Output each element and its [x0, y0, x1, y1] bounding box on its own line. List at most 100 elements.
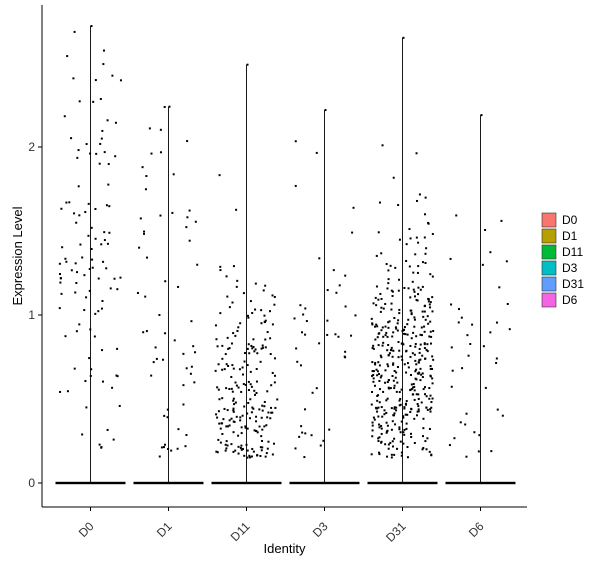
data-point-d1 [159, 214, 162, 217]
data-point-d31 [397, 278, 400, 281]
data-point-d11 [239, 446, 242, 449]
data-point-d1 [182, 403, 185, 406]
data-point-d6 [489, 331, 492, 334]
data-point-d0 [99, 97, 102, 100]
data-point-d11 [232, 410, 235, 413]
x-tick-label-d11: D11 [228, 519, 253, 544]
data-point-d0 [59, 281, 62, 284]
data-point-d31 [429, 342, 432, 345]
data-point-d31 [402, 431, 405, 434]
data-point-d31 [387, 354, 390, 357]
data-point-d0 [112, 438, 115, 441]
data-point-d0 [115, 374, 118, 377]
data-point-d31 [419, 358, 422, 361]
data-point-d31 [393, 406, 396, 409]
data-point-d31 [385, 431, 388, 434]
data-point-d11 [247, 343, 250, 346]
data-point-d11 [224, 353, 227, 356]
data-point-d0 [90, 226, 93, 229]
data-point-d0 [58, 307, 61, 310]
data-point-d3 [318, 257, 321, 260]
data-point-d11 [226, 444, 229, 447]
data-point-d0 [84, 211, 87, 214]
data-point-d0 [66, 55, 69, 58]
data-point-d11 [252, 345, 255, 348]
data-point-d31 [412, 386, 415, 389]
data-point-d31 [423, 325, 426, 328]
data-point-d31 [423, 310, 426, 313]
data-point-d11 [266, 331, 269, 334]
data-point-d31 [424, 357, 427, 360]
data-point-d1 [144, 188, 147, 191]
data-point-d3 [304, 333, 307, 336]
data-point-d31 [399, 440, 402, 443]
data-point-d31 [422, 427, 425, 430]
data-point-d31 [418, 193, 421, 196]
data-point-d11 [260, 416, 263, 419]
data-point-d31 [431, 382, 434, 385]
data-point-d31 [399, 403, 402, 406]
data-point-d0 [73, 30, 76, 33]
data-point-max-d11 [246, 63, 249, 66]
data-point-d6 [457, 308, 460, 311]
data-point-d31 [400, 451, 403, 454]
data-point-d31 [423, 236, 426, 239]
data-point-d11 [243, 360, 246, 363]
data-point-d1 [145, 330, 148, 333]
data-point-d0 [116, 288, 119, 291]
data-point-d3 [300, 425, 303, 428]
data-point-d31 [397, 319, 400, 322]
legend-label-d11: D11 [562, 245, 583, 259]
data-point-d11 [258, 425, 261, 428]
data-point-d31 [371, 374, 374, 377]
data-point-d11 [271, 294, 274, 297]
data-point-d31 [371, 429, 374, 432]
data-point-d11 [232, 431, 235, 434]
data-point-d11 [252, 407, 255, 410]
data-point-d1 [177, 285, 180, 288]
data-point-d31 [374, 296, 377, 299]
data-point-d31 [425, 448, 428, 451]
data-point-d11 [215, 413, 218, 416]
data-point-d0 [58, 262, 61, 265]
data-point-d11 [255, 391, 258, 394]
data-point-d11 [262, 289, 265, 292]
data-point-d31 [409, 296, 412, 299]
data-point-d0 [106, 242, 109, 245]
data-point-d11 [218, 174, 221, 177]
data-point-d31 [421, 261, 424, 264]
data-point-d11 [265, 424, 268, 427]
data-point-d31 [421, 372, 424, 375]
data-point-d11 [232, 399, 235, 402]
data-point-d11 [234, 401, 237, 404]
data-point-d11 [217, 363, 220, 366]
x-tick-label-d1: D1 [154, 519, 175, 540]
data-point-d31 [386, 335, 389, 338]
data-point-d11 [251, 312, 254, 315]
data-point-d31 [410, 388, 413, 391]
data-point-d31 [429, 365, 432, 368]
data-point-d0 [78, 323, 81, 326]
data-point-d11 [226, 425, 229, 428]
data-point-d31 [400, 388, 403, 391]
data-point-d0 [116, 347, 119, 350]
data-point-d31 [417, 293, 420, 296]
data-point-d11 [226, 295, 229, 298]
data-point-d31 [407, 366, 410, 369]
data-point-d31 [432, 358, 435, 361]
data-point-d0 [101, 380, 104, 383]
data-point-d11 [223, 368, 226, 371]
data-point-max-d0 [90, 25, 93, 28]
data-point-d6 [477, 450, 480, 453]
data-point-d31 [424, 318, 427, 321]
data-point-d31 [381, 344, 384, 347]
data-point-d31 [372, 370, 375, 373]
data-point-d31 [409, 432, 412, 435]
data-point-d3 [302, 313, 305, 316]
data-point-d31 [380, 329, 383, 332]
data-point-d31 [404, 413, 407, 416]
data-point-d3 [294, 184, 297, 187]
data-point-d31 [417, 286, 420, 289]
data-point-d3 [350, 334, 353, 337]
data-point-d31 [431, 355, 434, 358]
